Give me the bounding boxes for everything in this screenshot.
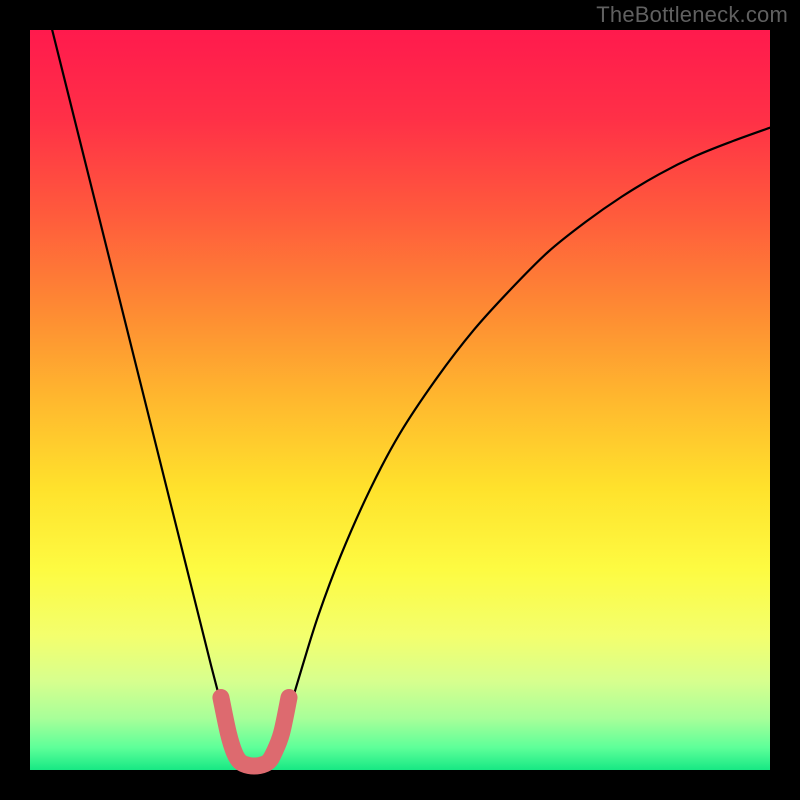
plot-svg bbox=[0, 0, 800, 800]
stage: TheBottleneck.com bbox=[0, 0, 800, 800]
plot-background bbox=[30, 30, 770, 770]
watermark-text: TheBottleneck.com bbox=[596, 2, 788, 28]
